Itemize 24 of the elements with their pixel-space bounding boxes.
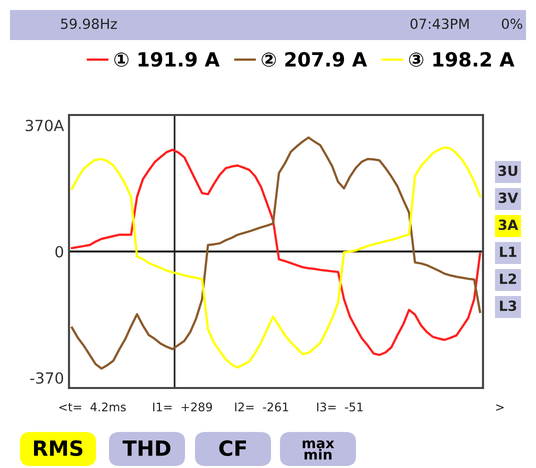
text: L2 [500,274,516,284]
text: 3A [498,220,518,230]
text: 07:43PM [410,18,469,30]
text: I3= -51 [317,402,363,412]
text: CF [219,440,246,456]
y-tick-label: 0 [55,246,64,258]
text: L3 [500,300,516,312]
legend-label: ③ 198.2 A [409,52,514,67]
y-tick-label: 370A [26,120,64,132]
y-tick-label: -370 [30,372,64,384]
text: I2= -261 [235,402,288,412]
text: RMS [34,440,82,456]
text: 3V [498,192,518,204]
legend-label: ① 191.9 A [114,52,220,67]
text: > [496,404,504,411]
legend-label: ② 207.9 A [262,52,368,67]
text: I1= +289 [153,402,212,412]
text: THD [122,440,170,456]
text: 59.98Hz [61,18,117,30]
text: max min [302,440,334,460]
text: L1 [500,246,516,257]
text: <t= 4.2ms [59,402,126,412]
text: 0% [502,18,522,30]
text: 3U [498,166,518,176]
